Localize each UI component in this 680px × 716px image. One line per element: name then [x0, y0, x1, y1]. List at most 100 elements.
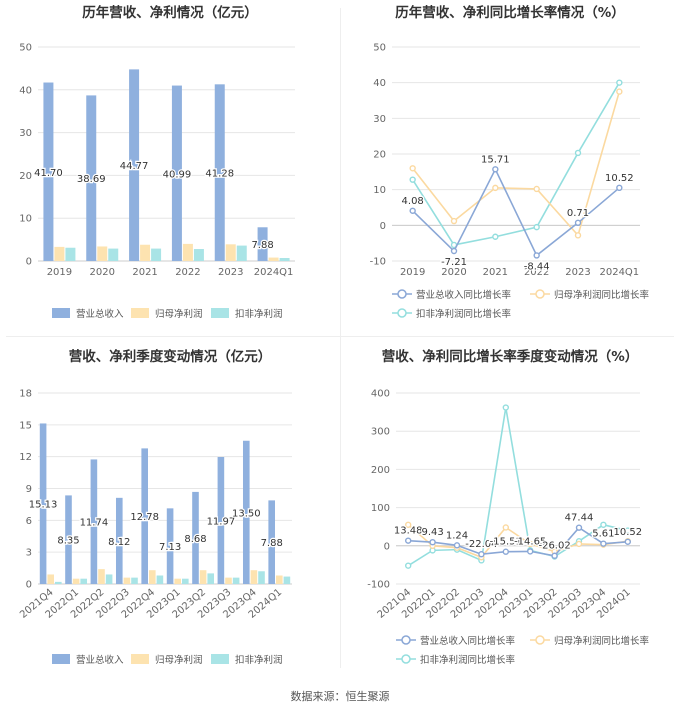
bar: [275, 575, 283, 584]
y-tick-label: 50: [373, 43, 386, 54]
series-point: [616, 184, 623, 192]
series-point: [533, 223, 540, 231]
data-label: 0.71: [567, 208, 589, 219]
series-point: [492, 184, 499, 192]
legend-swatch-marker: [397, 289, 407, 299]
y-tick-label: 30: [373, 114, 386, 125]
y-tick-label: 18: [19, 389, 32, 400]
legend-swatch-marker: [535, 635, 545, 645]
data-label: 11.74: [80, 518, 109, 529]
series-line: [411, 82, 621, 246]
data-label: -7.21: [441, 257, 467, 268]
legend-label: 营业总收入: [76, 308, 124, 320]
x-tick-label: 2022: [175, 267, 200, 278]
bar: [279, 258, 290, 261]
y-tick-label: 0: [26, 580, 32, 591]
series-point: [405, 521, 412, 528]
bar: [39, 423, 47, 584]
legend-swatch: [131, 308, 149, 318]
series-point: [575, 524, 583, 531]
data-label: 7.13: [159, 542, 181, 553]
bar: [182, 243, 193, 261]
y-tick-label: 0: [380, 221, 386, 232]
series-line: [412, 91, 621, 237]
y-tick-label: 10: [19, 214, 32, 225]
bar: [151, 248, 162, 261]
legend-label: 扣非净利润: [235, 308, 283, 320]
bar: [80, 578, 88, 584]
data-label: 9.43: [421, 527, 443, 538]
chart-2: 历年营收、净利同比增长率情况（%） -10 0 10 20 30 40 50 2019 2020 2…: [370, 4, 650, 320]
data-label: 41.70: [34, 168, 63, 179]
bar: [268, 257, 279, 261]
x-tick-label: 2020: [441, 267, 466, 278]
series-point: [409, 165, 416, 172]
bar: [193, 249, 204, 261]
data-label: 41.28: [205, 169, 234, 180]
bar: [43, 82, 54, 261]
data-label: 10.52: [605, 173, 634, 184]
series-point: [624, 538, 631, 545]
bar: [65, 495, 72, 584]
series-point: [574, 149, 582, 157]
bar: [258, 571, 265, 584]
series-line: [408, 526, 628, 557]
data-label: 38.69: [77, 174, 106, 185]
data-label: -26.02: [538, 541, 570, 552]
y-tick-label: 10: [373, 185, 386, 196]
y-tick-label: -10: [370, 257, 386, 268]
legend-label: 营业总收入: [76, 654, 124, 666]
y-tick-label: 40: [19, 85, 32, 96]
bar: [72, 578, 80, 584]
data-label: 8.12: [108, 537, 130, 548]
bar: [65, 247, 76, 261]
series-point: [551, 552, 558, 559]
bar: [171, 85, 182, 261]
series-point: [527, 548, 534, 555]
x-tick-label: 2021: [483, 267, 508, 278]
chart-1: 历年营收、净利情况（亿元） 0 10 20 30 40 50 2019 2020 2021 2022…: [19, 4, 295, 320]
x-tick-label: 2023: [218, 267, 243, 278]
series-line: [407, 407, 628, 567]
chart-title: 营收、净利同比增长率季度变动情况（%）: [382, 348, 639, 365]
data-label: 10.52: [613, 527, 642, 538]
data-source: 数据来源：恒生聚源: [290, 690, 390, 703]
data-label: 8.35: [57, 536, 79, 547]
data-label: 1.24: [446, 530, 468, 541]
bar: [236, 245, 247, 261]
bar: [182, 578, 189, 584]
legend-swatch-marker: [397, 308, 407, 318]
y-tick-label: 200: [371, 465, 390, 476]
bar: [199, 570, 207, 584]
data-label: 5.61: [592, 529, 614, 540]
x-tick-label: 2024Q1: [254, 267, 294, 278]
horizontal-divider: [6, 336, 674, 337]
bar: [217, 456, 225, 584]
data-label: -8.44: [524, 261, 550, 272]
data-label: 15.13: [29, 500, 58, 511]
data-label: 12.78: [130, 512, 159, 523]
chart-title: 营收、净利季度变动情况（亿元）: [69, 348, 272, 365]
bar: [268, 500, 275, 584]
series-point: [492, 233, 499, 240]
series-point: [624, 527, 631, 534]
legend-label: 营业总收入同比增长率: [416, 289, 512, 301]
bar: [250, 570, 258, 584]
series-point: [502, 404, 509, 411]
bar: [192, 491, 199, 584]
data-label: -15.51: [490, 537, 522, 548]
series-point: [453, 542, 461, 549]
series-point: [429, 538, 436, 546]
vertical-divider: [340, 8, 341, 668]
legend-label: 扣非净利润同比增长率: [416, 308, 512, 320]
series-point: [575, 540, 583, 548]
y-tick-label: -100: [367, 580, 390, 591]
series-line: [407, 524, 628, 559]
bar: [55, 581, 62, 584]
chart-3: 营收、净利季度变动情况（亿元）03691215182021Q42022Q1202…: [18, 348, 292, 666]
bar: [225, 577, 232, 584]
legend-label: 归母净利润同比增长率: [554, 289, 650, 301]
data-label: 11.97: [207, 516, 236, 527]
data-label: 47.44: [565, 513, 594, 524]
